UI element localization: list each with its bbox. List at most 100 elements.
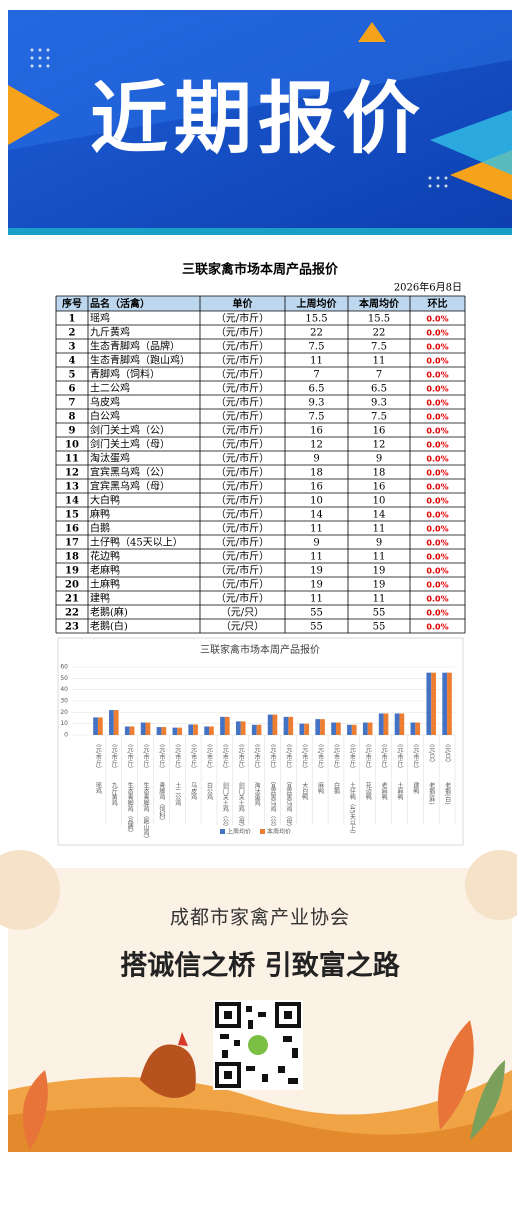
- table-cell: 0.0%: [426, 483, 448, 492]
- bar: [204, 726, 210, 735]
- bar: [367, 722, 373, 735]
- table-cell: 11: [373, 594, 386, 605]
- legend-swatch: [260, 829, 265, 834]
- x-unit-label: （元/市斤）: [332, 740, 339, 772]
- table-cell: 7: [69, 398, 76, 409]
- bar: [410, 722, 416, 735]
- x-unit-label: （元/市斤）: [206, 740, 213, 772]
- bar: [177, 727, 183, 735]
- bar: [394, 713, 400, 735]
- x-unit-label: （元/只）: [428, 740, 435, 766]
- table-cell: 11: [373, 356, 386, 367]
- table-cell: 建鸭: [90, 592, 110, 605]
- bar: [362, 722, 368, 735]
- y-tick-label: 50: [60, 675, 68, 682]
- table-cell: 0.0%: [426, 623, 448, 632]
- x-unit-label: （元/市斤）: [174, 740, 181, 772]
- x-tick-label: 剑门关土鸡（母）: [237, 781, 244, 830]
- bar: [172, 727, 178, 735]
- x-unit-label: （元/市斤）: [253, 740, 260, 772]
- table-cell: 9: [313, 538, 319, 549]
- banner: 近期报价: [8, 10, 512, 235]
- x-unit-label: （元/市斤）: [301, 740, 308, 772]
- x-unit-label: （元/市斤）: [190, 740, 197, 772]
- bar: [156, 727, 162, 735]
- table-cell: （元/市斤）: [216, 326, 269, 339]
- table-cell: 淘汰蛋鸡: [90, 452, 130, 465]
- bar: [161, 727, 167, 735]
- table-cell: 0.0%: [426, 357, 448, 366]
- table-cell: （元/市斤）: [216, 312, 269, 325]
- table-cell: （元/市斤）: [216, 536, 269, 549]
- table-cell: 6.5: [371, 384, 387, 395]
- table-cell: 土麻鸭: [90, 578, 120, 591]
- table-cell: 0.0%: [426, 413, 448, 422]
- x-unit-label: （元/市斤）: [364, 740, 371, 772]
- bar: [283, 716, 289, 735]
- chart: 三联家禽市场本周产品报价 0 10 20 30 40 50 60 （元/市斤） 瑶鸡 （元/市斤）…: [57, 637, 464, 846]
- table-cell: 白鹅: [90, 522, 110, 535]
- bar: [251, 724, 257, 735]
- header-cell: 序号: [62, 297, 82, 310]
- bar: [93, 717, 98, 735]
- table-cell: 剑门关土鸡（公）: [90, 424, 170, 437]
- table-cell: 老鹅(麻): [90, 606, 128, 619]
- table-cell: 55: [373, 608, 386, 619]
- table-cell: 瑶鸡: [90, 312, 110, 325]
- table-cell: （元/市斤）: [216, 564, 269, 577]
- table-cell: 大白鸭: [90, 494, 120, 507]
- table-cell: 0.0%: [426, 609, 448, 618]
- x-unit-label: （元/市斤）: [221, 740, 228, 772]
- table-cell: （元/市斤）: [216, 424, 269, 437]
- table-cell: 22: [373, 328, 386, 339]
- x-unit-label: （元/市斤）: [412, 740, 419, 772]
- table-cell: 0.0%: [426, 581, 448, 590]
- table-cell: 1: [69, 314, 76, 325]
- bar: [188, 724, 194, 735]
- table-cell: 0.0%: [426, 441, 448, 450]
- table-cell: 土二公鸡: [90, 382, 130, 395]
- table-cell: 14: [373, 510, 386, 521]
- table-cell: 20: [65, 580, 79, 591]
- table-cell: （元/市斤）: [216, 522, 269, 535]
- table-cell: 16: [65, 524, 79, 535]
- x-tick-label: 生态青脚鸡（品牌）: [126, 781, 133, 836]
- bar: [272, 714, 278, 735]
- chart-title: 三联家禽市场本周产品报价: [200, 643, 320, 656]
- bar: [209, 726, 214, 735]
- table-cell: 0.0%: [426, 511, 448, 520]
- table-cell: 21: [65, 594, 79, 605]
- table-cell: 0.0%: [426, 595, 448, 604]
- x-unit-label: （元/市斤）: [158, 740, 165, 772]
- table-cell: （元/市斤）: [216, 452, 269, 465]
- header-cell: 本周均价: [359, 297, 400, 310]
- x-unit-label: （元/市斤）: [142, 740, 149, 772]
- table-cell: 4: [69, 356, 76, 367]
- y-tick-label: 40: [60, 686, 68, 693]
- x-unit-label: （元/市斤）: [317, 740, 324, 772]
- table-cell: 13: [65, 482, 79, 493]
- bar: [220, 716, 225, 735]
- x-tick-label: 青脚鸡（饲料）: [158, 781, 165, 824]
- table-cell: 11: [65, 454, 79, 465]
- header-cell: 品名（活禽）: [90, 297, 150, 310]
- bar: [256, 724, 262, 735]
- x-unit-label: （元/市斤）: [348, 740, 355, 772]
- table-cell: （元/市斤）: [216, 494, 269, 507]
- bar: [335, 722, 341, 735]
- table-cell: 3: [69, 342, 76, 353]
- table-cell: 9.3: [309, 398, 325, 409]
- x-tick-label: 花边鸭: [364, 781, 371, 801]
- table-cell: 生态青脚鸡（跑山鸡）: [90, 354, 190, 367]
- y-tick-label: 20: [60, 709, 68, 716]
- x-tick-label: 老鹅(白): [444, 781, 451, 804]
- table-cell: （元/市斤）: [216, 578, 269, 591]
- bar: [129, 726, 135, 735]
- table-cell: （元/市斤）: [216, 592, 269, 605]
- table-cell: 10: [373, 496, 386, 507]
- bar: [97, 717, 103, 735]
- table-cell: 白公鸡: [90, 410, 120, 423]
- table-cell: （元/市斤）: [216, 480, 269, 493]
